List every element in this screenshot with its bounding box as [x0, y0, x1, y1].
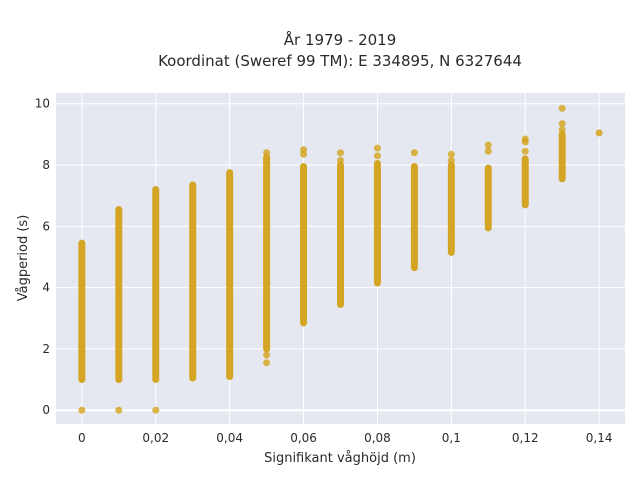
- x-axis-label: Signifikant våghöjd (m): [264, 451, 416, 466]
- data-point: [595, 129, 603, 137]
- data-point: [263, 149, 271, 157]
- x-tick-label: 0,14: [586, 431, 613, 445]
- data-points: [78, 104, 603, 414]
- y-tick-label: 4: [42, 281, 50, 295]
- y-tick-label: 8: [42, 158, 50, 172]
- data-point: [484, 141, 492, 149]
- x-tick-label: 0,12: [512, 431, 539, 445]
- data-point: [521, 138, 529, 146]
- x-tick-label: 0,1: [442, 431, 461, 445]
- y-tick-label: 6: [42, 219, 50, 233]
- data-point: [337, 156, 344, 164]
- data-point: [558, 126, 566, 134]
- x-tick-label: 0: [78, 431, 86, 445]
- data-point: [337, 149, 344, 157]
- chart-title-line2: Koordinat (Sweref 99 TM): E 334895, N 63…: [158, 52, 522, 70]
- data-point: [78, 406, 86, 414]
- data-point: [521, 147, 529, 155]
- x-tick-label: 0,08: [364, 431, 391, 445]
- x-tick-label: 0,04: [216, 431, 243, 445]
- data-point: [263, 359, 271, 367]
- y-tick-label: 10: [35, 97, 50, 111]
- data-point: [558, 120, 566, 128]
- y-tick-label: 0: [42, 403, 50, 417]
- tick-labels: 0 0,02 0,04 0,06 0,08 0,1 0,12 0,14 0 2 4 6 8 10: [35, 97, 613, 445]
- data-point: [447, 150, 455, 158]
- data-point: [263, 351, 271, 359]
- data-point: [410, 149, 418, 157]
- data-point: [300, 150, 308, 158]
- x-tick-label: 0,06: [290, 431, 317, 445]
- data-point: [373, 144, 381, 152]
- y-axis-label: Vågperiod (s): [16, 215, 31, 302]
- data-point: [558, 104, 566, 112]
- data-point: [373, 152, 381, 160]
- x-tick-label: 0,02: [142, 431, 169, 445]
- data-point: [447, 156, 455, 164]
- data-point: [484, 147, 492, 155]
- data-point: [152, 406, 160, 414]
- chart-title-line1: År 1979 - 2019: [284, 30, 397, 49]
- data-point: [115, 406, 123, 414]
- y-tick-label: 2: [42, 342, 50, 356]
